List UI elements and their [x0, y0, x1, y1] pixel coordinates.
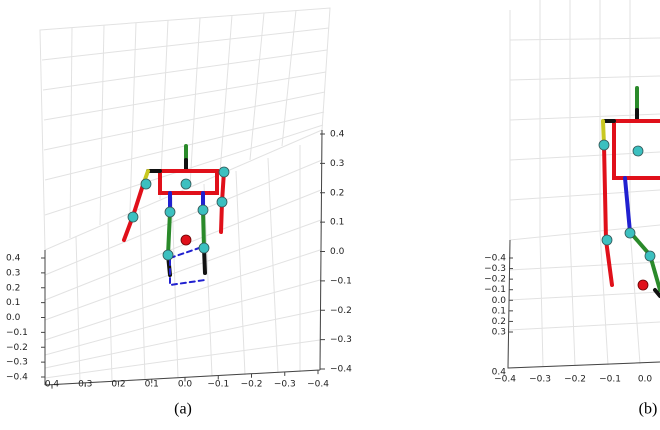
x-tick-label: −0.3: [529, 375, 551, 385]
panel-a-grid: [39, 7, 331, 386]
x-tick-label: −0.2: [564, 375, 586, 385]
z-tick-label: −0.4: [484, 254, 506, 264]
y-tick-label: −0.4: [330, 365, 352, 375]
z-tick-label: 0.1: [492, 306, 506, 316]
caption: (a): [174, 401, 192, 418]
skeleton-b: [598, 86, 660, 298]
x-tick-label: −0.1: [599, 375, 621, 385]
skeleton-a: [122, 144, 230, 287]
z-tick-label: 0.3: [492, 328, 506, 338]
y-tick-label: 0.2: [330, 188, 344, 198]
y-tick-label: 0.3: [330, 159, 344, 169]
x-tick-label: 0.3: [78, 380, 92, 390]
x-tick-label: −0.2: [241, 380, 263, 390]
x-tick-label: 0.2: [111, 380, 125, 390]
x-tick-label: −0.3: [274, 380, 296, 390]
z-tick-label: 0.4: [6, 254, 21, 264]
z-tick-label: 0.0: [492, 296, 507, 306]
z-tick-label: −0.3: [6, 358, 28, 368]
panel-b-grid: [507, 0, 660, 369]
x-tick-label: −0.4: [494, 375, 516, 385]
x-tick-label: −0.1: [207, 380, 229, 390]
z-tick-label: 0.4: [492, 368, 507, 378]
x-tick-label: 0.1: [145, 380, 159, 390]
z-tick-label: −0.2: [484, 275, 506, 285]
z-tick-label: −0.1: [484, 285, 506, 295]
x-tick-label: 0.0: [178, 380, 193, 390]
x-tick-label: 0.0: [638, 375, 653, 385]
z-tick-label: −0.1: [6, 328, 28, 338]
caption: (b): [639, 401, 658, 418]
y-tick-label: −0.3: [330, 335, 352, 345]
z-tick-label: −0.3: [484, 264, 506, 274]
z-tick-label: 0.2: [492, 317, 506, 327]
y-tick-label: −0.2: [330, 306, 352, 316]
x-tick-label: 0.4: [45, 380, 60, 390]
z-tick-label: 0.2: [6, 283, 20, 293]
x-tick-label: −0.4: [307, 380, 329, 390]
z-tick-label: 0.1: [6, 298, 20, 308]
z-tick-label: −0.2: [6, 343, 28, 353]
labels: 0.40.30.20.10.0−0.1−0.2−0.3−0.40.4 0.3 0.2…: [6, 130, 657, 418]
y-tick-label: 0.1: [330, 218, 344, 228]
y-tick-label: 0.0: [330, 247, 345, 257]
z-tick-label: −0.4: [6, 373, 28, 383]
y-tick-label: 0.4: [330, 130, 345, 140]
z-tick-label: 0.0: [6, 313, 21, 323]
z-tick-label: 0.3: [6, 268, 20, 278]
y-tick-label: −0.1: [330, 276, 352, 286]
